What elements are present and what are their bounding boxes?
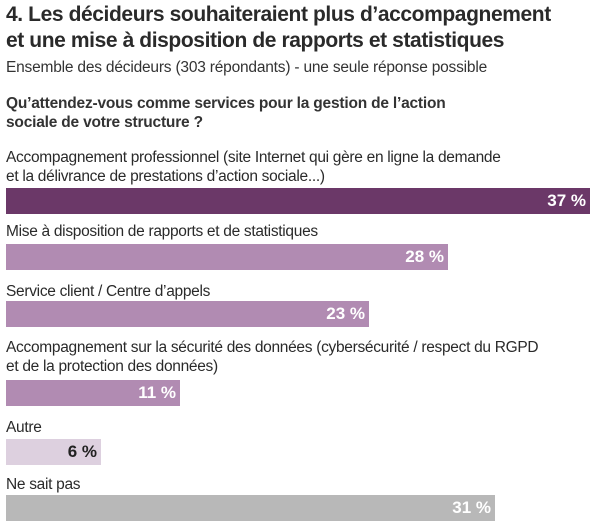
bar-value-label: 11 %	[138, 383, 176, 402]
category-label-line-1: Autre	[6, 419, 42, 436]
category-label-line-1: Mise à disposition de rapports et de sta…	[6, 223, 318, 240]
bar	[6, 439, 101, 465]
bar-value-label: 23 %	[326, 304, 365, 323]
category-label: Service client / Centre d’appels	[6, 282, 596, 301]
bar	[6, 301, 369, 327]
bar	[6, 380, 180, 406]
category-label-line-1: Accompagnement professionnel (site Inter…	[6, 149, 501, 166]
category-label: Autre	[6, 418, 596, 437]
chart-subtitle: Ensemble des décideurs (303 répondants) …	[6, 59, 487, 76]
category-label-line-2: et de la protection des données)	[6, 358, 218, 375]
category-label-line-2: et la délivrance de prestations d’action…	[6, 168, 325, 185]
bar	[6, 188, 590, 214]
survey-question-line-1: Qu’attendez-vous comme services pour la …	[6, 95, 446, 112]
category-label: Ne sait pas	[6, 475, 596, 494]
bar-value-label: 28 %	[405, 247, 444, 266]
category-label: Accompagnement professionnel (site Inter…	[6, 148, 596, 186]
bar	[6, 495, 495, 521]
category-label: Accompagnement sur la sécurité des donné…	[6, 338, 596, 376]
survey-question: Qu’attendez-vous comme services pour la …	[6, 94, 566, 132]
chart-title-line-1: 4. Les décideurs souhaiteraient plus d’a…	[6, 3, 551, 26]
category-label-line-1: Ne sait pas	[6, 476, 81, 493]
bar-value-label: 37 %	[547, 191, 586, 210]
category-label: Mise à disposition de rapports et de sta…	[6, 222, 596, 241]
category-label-line-1: Accompagnement sur la sécurité des donné…	[6, 339, 539, 356]
chart-title-line-2: et une mise à disposition de rapports et…	[6, 29, 505, 52]
bar-value-label: 31 %	[452, 498, 491, 517]
bar	[6, 244, 448, 270]
survey-question-line-2: sociale de votre structure ?	[6, 114, 203, 131]
chart-title: 4. Les décideurs souhaiteraient plus d’a…	[6, 2, 596, 54]
category-label-line-1: Service client / Centre d’appels	[6, 283, 211, 300]
bar-value-label: 6 %	[67, 442, 97, 461]
